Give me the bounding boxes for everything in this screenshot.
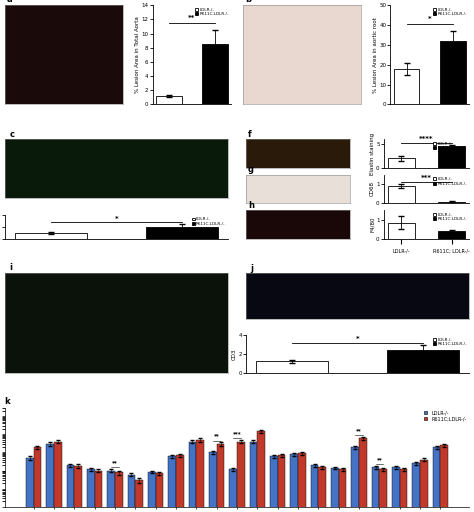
Text: g: g [248,165,254,175]
Text: *: * [115,216,118,222]
Y-axis label: CD3: CD3 [232,348,237,359]
Bar [394,69,419,104]
Bar [176,455,184,512]
Bar [168,457,176,512]
Bar [351,447,359,512]
Bar [250,441,257,512]
Bar [440,445,448,512]
Bar [148,473,155,512]
Bar [298,453,306,512]
Bar [74,466,82,512]
Text: *: * [356,336,359,342]
Bar [54,441,62,512]
Bar [372,467,379,512]
Legend: LDLR-/-, R611C;LDLR-/-: LDLR-/-, R611C;LDLR-/- [433,141,467,151]
Bar [34,447,41,512]
Bar [189,441,196,512]
Bar [278,455,285,512]
Y-axis label: F4/80: F4/80 [370,217,374,232]
Legend: LDLR-/-, R611C;LDLR-/-: LDLR-/-, R611C;LDLR-/- [191,217,226,226]
Bar [400,469,408,512]
Bar [433,447,440,512]
Legend: LDLR-/-, R611C;LDLR-/-: LDLR-/-, R611C;LDLR-/- [433,7,467,17]
Bar [387,350,459,373]
Bar [270,457,278,512]
Bar [217,444,224,512]
Bar [15,232,87,239]
Bar [95,471,102,512]
Bar [146,227,218,239]
Bar [388,158,415,167]
Bar [128,475,135,512]
Text: **: ** [112,460,118,465]
Bar [392,467,400,512]
Bar [66,465,74,512]
Bar [420,460,428,512]
Bar [196,440,204,512]
Bar [202,44,228,104]
Y-axis label: % Lesion Area in Total Aorta: % Lesion Area in Total Aorta [135,16,140,93]
Legend: LDLR-/-, R611C;LDLR-/-: LDLR-/-, R611C;LDLR-/- [433,337,467,347]
Bar [438,202,465,203]
Bar [155,474,164,512]
Bar [257,431,265,512]
Bar [331,468,339,512]
Text: ***: *** [233,431,241,436]
Text: **: ** [376,457,382,462]
Bar [229,469,237,512]
Bar [319,467,326,512]
Bar [26,458,34,512]
Legend: LDLR-/-, R611C;LDLR-/-: LDLR-/-, R611C;LDLR-/- [423,410,467,422]
Bar [440,41,465,104]
Text: k: k [5,396,10,406]
Bar [115,473,123,512]
Text: i: i [9,263,12,272]
Text: b: b [245,0,251,4]
Bar [438,231,465,239]
Legend: LDLR-/-, R611C;LDLR-/-: LDLR-/-, R611C;LDLR-/- [433,212,467,222]
Text: ****: **** [419,136,434,142]
Bar [359,438,367,512]
Bar [290,454,298,512]
Y-axis label: % Lesion Area in aortic root: % Lesion Area in aortic root [373,17,378,93]
Bar [256,361,328,373]
Bar [237,441,245,512]
Text: j: j [250,264,254,273]
Bar [107,471,115,512]
Bar [46,444,54,512]
Text: f: f [248,130,252,139]
Legend: LDLR-/-, R611C;LDLR-/-: LDLR-/-, R611C;LDLR-/- [433,177,467,186]
Bar [379,469,387,512]
Y-axis label: CD68: CD68 [370,181,374,197]
Text: **: ** [356,428,362,433]
Text: a: a [7,0,13,4]
Bar [339,469,346,512]
Bar [388,186,415,203]
Bar [87,469,95,512]
Bar [135,480,143,512]
Bar [156,96,182,104]
Text: **: ** [214,434,219,439]
Bar [209,453,217,512]
Bar [388,223,415,239]
Bar [310,465,319,512]
Text: h: h [248,201,254,210]
Text: ***: *** [421,175,432,181]
Y-axis label: Elastin staining: Elastin staining [370,133,374,175]
Text: c: c [9,130,14,139]
Bar [438,146,465,167]
Text: **: ** [188,15,196,21]
Legend: LDLR-/-, R611C;LDLR-/-: LDLR-/-, R611C;LDLR-/- [195,7,229,17]
Bar [412,463,420,512]
Text: *: * [428,16,432,22]
